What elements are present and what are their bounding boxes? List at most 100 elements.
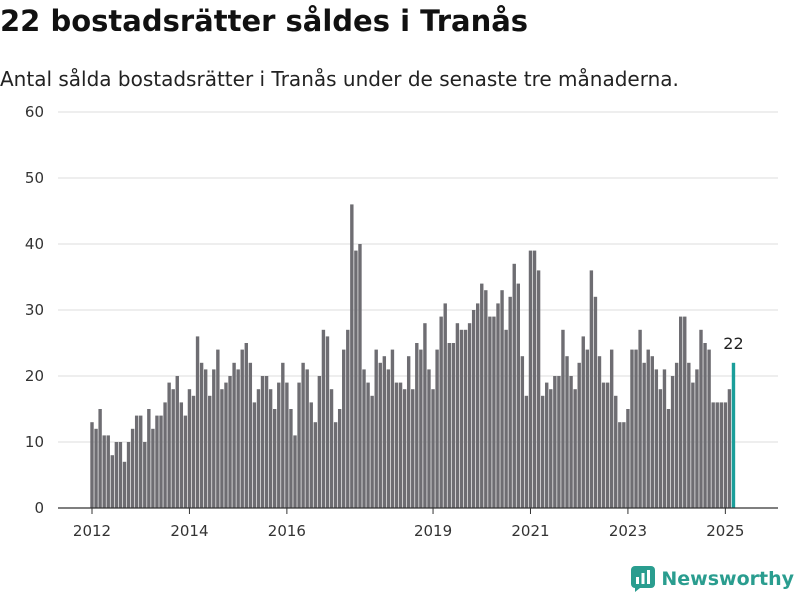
- bar: [199, 362, 204, 508]
- bar: [289, 409, 293, 508]
- bar: [719, 402, 723, 508]
- bar: [390, 349, 395, 508]
- bar: [695, 369, 699, 508]
- bar: [419, 349, 423, 508]
- bar: [630, 349, 634, 508]
- bar: [715, 402, 719, 508]
- bar: [285, 382, 289, 508]
- bar: [122, 461, 127, 508]
- bar: [346, 329, 350, 508]
- bar: [102, 435, 106, 508]
- y-tick-label: 20: [25, 367, 44, 385]
- bar: [370, 395, 374, 508]
- bar: [220, 389, 224, 508]
- y-tick-label: 0: [34, 499, 44, 517]
- bar: [248, 362, 253, 508]
- bar: [524, 395, 529, 508]
- bar: [520, 356, 525, 508]
- bar: [110, 455, 114, 508]
- bar: [480, 283, 484, 508]
- bar: [301, 362, 305, 508]
- x-tick-label: 2016: [268, 522, 306, 540]
- bar: [244, 343, 248, 508]
- bar: [723, 402, 728, 508]
- bar: [463, 329, 468, 508]
- bar: [488, 316, 492, 508]
- bar: [386, 369, 391, 508]
- bar: [471, 310, 476, 508]
- bar: [642, 362, 646, 508]
- bar: [151, 428, 155, 508]
- bar: [605, 382, 610, 508]
- bar: [601, 382, 606, 508]
- bar: [236, 369, 240, 508]
- x-tick-label: 2014: [170, 522, 208, 540]
- bar: [573, 389, 577, 508]
- bar: [707, 349, 711, 508]
- bar: [423, 323, 427, 508]
- y-tick-label: 40: [25, 235, 44, 253]
- bar: [394, 382, 399, 508]
- bar: [216, 349, 220, 508]
- bar: [382, 356, 387, 508]
- bar: [536, 270, 541, 508]
- bar: [358, 244, 362, 508]
- bar: [378, 362, 382, 508]
- bar: [459, 329, 464, 508]
- bar: [350, 204, 354, 508]
- newsworthy-logo-icon: [631, 566, 656, 592]
- bar: [118, 442, 123, 508]
- bar: [532, 250, 537, 508]
- x-tick-label: 2025: [706, 522, 744, 540]
- bar: [195, 336, 200, 508]
- bar-highlight: [731, 362, 736, 508]
- bar: [467, 323, 472, 508]
- bar: [187, 389, 192, 508]
- y-tick-label: 60: [25, 103, 44, 121]
- bar: [183, 415, 188, 508]
- bar: [492, 316, 496, 508]
- bar: [589, 270, 594, 508]
- bar: [727, 389, 732, 508]
- bar: [508, 296, 512, 508]
- bar: [208, 395, 212, 508]
- bar: [447, 343, 451, 508]
- bar: [362, 369, 366, 508]
- bar: [309, 402, 313, 508]
- bar: [171, 389, 175, 508]
- bar: [597, 356, 602, 508]
- bar: [528, 250, 533, 508]
- bar: [484, 290, 488, 508]
- bar: [175, 376, 179, 508]
- bar: [411, 389, 415, 508]
- bar: [500, 290, 504, 508]
- bar: [106, 435, 110, 508]
- bar: [321, 329, 326, 508]
- bar: [232, 362, 236, 508]
- bar: [626, 409, 630, 508]
- chart-title: 22 bostadsrätter såldes i Tranås: [0, 4, 529, 38]
- bar: [557, 376, 561, 508]
- bar: [581, 336, 585, 508]
- bar: [179, 402, 184, 508]
- bar: [281, 362, 285, 508]
- bar: [609, 349, 614, 508]
- x-tick-label: 2021: [511, 522, 549, 540]
- bar: [203, 369, 208, 508]
- bar: [638, 329, 642, 508]
- bar: [191, 395, 196, 508]
- bar: [98, 409, 102, 508]
- bar: [159, 415, 163, 508]
- bar: [540, 395, 545, 508]
- brand-logo[interactable]: Newsworthy: [631, 564, 794, 594]
- bar: [703, 343, 707, 508]
- x-tick-label: 2023: [609, 522, 647, 540]
- bar: [455, 323, 460, 508]
- bar: [569, 376, 573, 508]
- bar: [427, 369, 431, 508]
- bar: [451, 343, 456, 508]
- bar: [618, 422, 622, 508]
- bar: [504, 329, 508, 508]
- bar: [155, 415, 159, 508]
